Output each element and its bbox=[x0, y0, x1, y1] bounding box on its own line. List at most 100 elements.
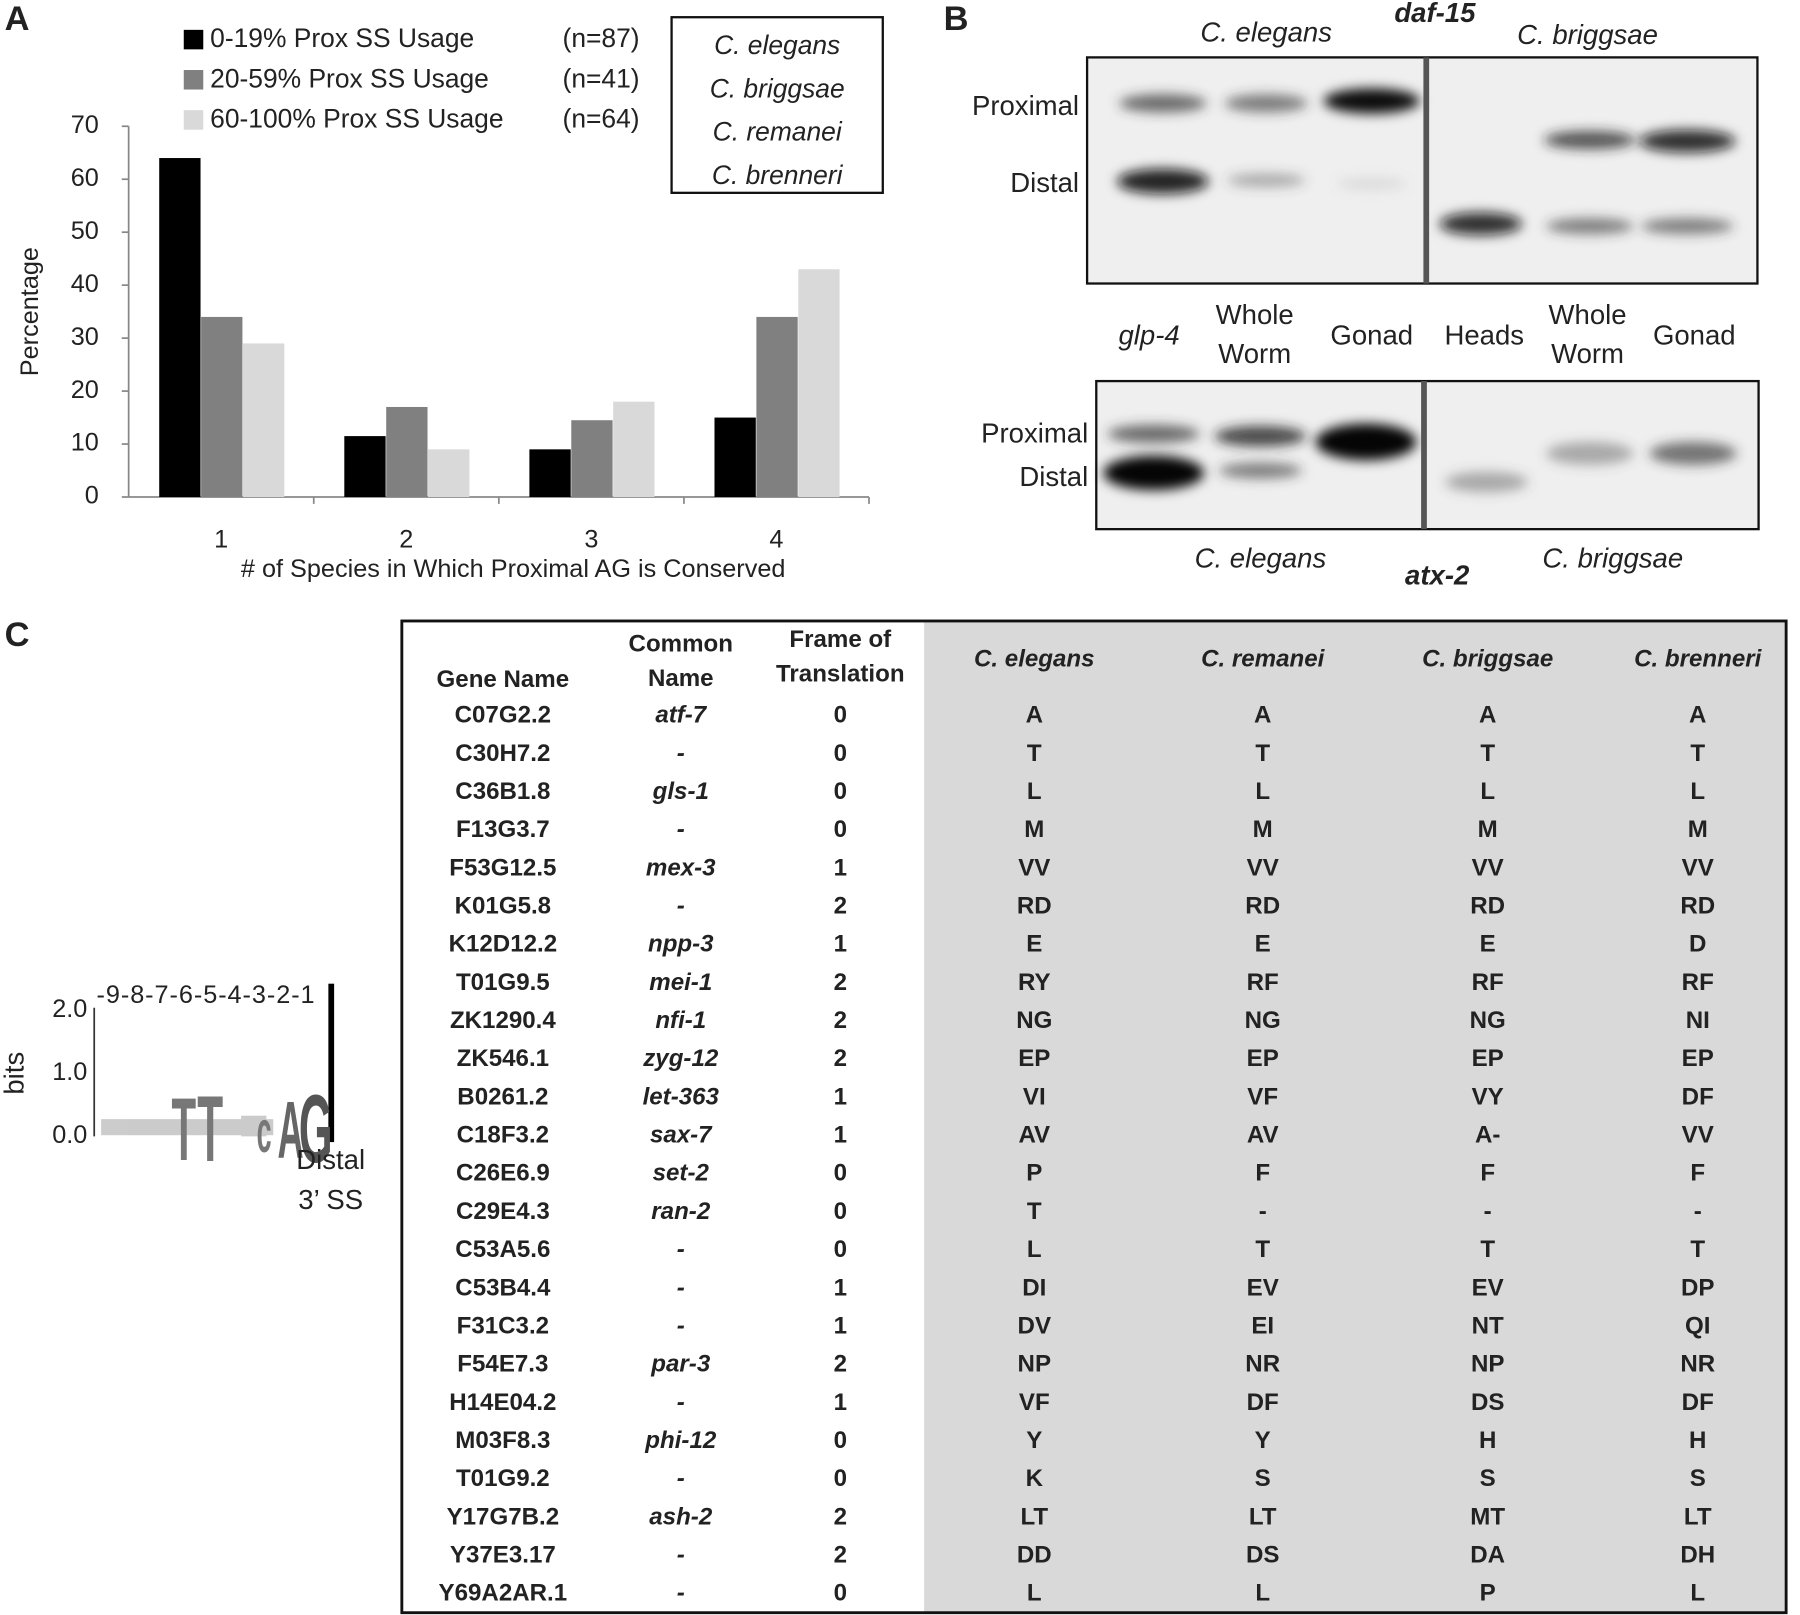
logo-y-label: bits bbox=[0, 1052, 29, 1095]
table-cell: M bbox=[1688, 816, 1708, 843]
bar bbox=[756, 316, 798, 498]
table-cell: AV bbox=[1018, 1122, 1050, 1149]
lane-label: Heads bbox=[1444, 320, 1524, 351]
table-cell: VI bbox=[1023, 1083, 1046, 1110]
table-cell: 1 bbox=[834, 1274, 847, 1301]
table-cell: NI bbox=[1686, 1007, 1710, 1034]
table-cell: npp-3 bbox=[648, 931, 714, 958]
table-cell: H14E04.2 bbox=[449, 1389, 556, 1416]
panel-label: C bbox=[5, 616, 30, 654]
y-tick-label: 50 bbox=[71, 217, 99, 245]
table-cell: zyg-12 bbox=[642, 1045, 719, 1072]
table-cell: DF bbox=[1682, 1083, 1714, 1110]
table-cell: RD bbox=[1680, 892, 1715, 919]
table-cell: S bbox=[1690, 1465, 1706, 1492]
table-cell: 0 bbox=[834, 702, 847, 729]
lane-label: glp-4 bbox=[1118, 320, 1179, 351]
table-cell: - bbox=[677, 892, 685, 919]
table-cell: NP bbox=[1471, 1351, 1504, 1378]
table-header: C. remanei bbox=[1201, 645, 1326, 672]
table-cell: EP bbox=[1472, 1045, 1504, 1072]
table-cell: NR bbox=[1680, 1351, 1715, 1378]
table-cell: NR bbox=[1245, 1351, 1280, 1378]
table-cell: K01G5.8 bbox=[455, 892, 551, 919]
table-cell: K12D12.2 bbox=[449, 931, 558, 958]
table-cell: DD bbox=[1017, 1541, 1052, 1568]
y-tick-label: 30 bbox=[71, 323, 99, 351]
table-cell: A- bbox=[1475, 1122, 1500, 1149]
table-header: Translation bbox=[776, 660, 905, 687]
table-cell: F54E7.3 bbox=[457, 1351, 548, 1378]
table-cell: VF bbox=[1019, 1389, 1050, 1416]
table-cell: C53A5.6 bbox=[455, 1236, 550, 1263]
bar bbox=[529, 449, 571, 498]
species-name: C. elegans bbox=[714, 30, 840, 60]
legend-swatch bbox=[183, 29, 204, 50]
site-label: 3’ SS bbox=[298, 1184, 363, 1215]
species-column-shade bbox=[924, 622, 1785, 1612]
table-cell: T bbox=[1027, 1198, 1042, 1225]
table-cell: NG bbox=[1470, 1007, 1506, 1034]
table-cell: B0261.2 bbox=[457, 1083, 548, 1110]
table-cell: DI bbox=[1022, 1274, 1046, 1301]
table-cell: T bbox=[1480, 740, 1495, 767]
table-cell: C29E4.3 bbox=[456, 1198, 550, 1225]
x-axis-label: # of Species in Which Proximal AG is Con… bbox=[241, 555, 786, 583]
table-cell: L bbox=[1255, 778, 1270, 805]
table-cell: 0 bbox=[834, 778, 847, 805]
x-tick-label: 3 bbox=[584, 525, 598, 553]
table-cell: M03F8.3 bbox=[455, 1427, 550, 1454]
table-cell: DF bbox=[1247, 1389, 1279, 1416]
legend-label: 20-59% Prox SS Usage bbox=[210, 63, 489, 93]
table-cell: ZK546.1 bbox=[457, 1045, 549, 1072]
table-cell: RY bbox=[1018, 969, 1051, 996]
species-box bbox=[670, 16, 884, 194]
bar bbox=[344, 436, 386, 498]
legend-label: 60-100% Prox SS Usage bbox=[210, 103, 503, 133]
band-label: Proximal bbox=[981, 417, 1088, 448]
species-name: C. briggsae bbox=[710, 73, 845, 103]
species-name: C. brenneri bbox=[712, 160, 844, 190]
y-tick-label: 40 bbox=[71, 270, 99, 298]
lane-label: Whole bbox=[1549, 299, 1627, 330]
table-cell: EV bbox=[1247, 1274, 1279, 1301]
table-cell: - bbox=[677, 1580, 685, 1607]
table-cell: VV bbox=[1472, 854, 1504, 881]
table-cell: Y37E3.17 bbox=[450, 1541, 556, 1568]
table-cell: - bbox=[677, 1465, 685, 1492]
bar bbox=[798, 269, 840, 498]
band-label: Proximal bbox=[972, 90, 1079, 121]
table-cell: A bbox=[1254, 702, 1271, 729]
table-cell: F bbox=[1480, 1160, 1495, 1187]
table-cell: 0 bbox=[834, 816, 847, 843]
table-header: Frame of bbox=[789, 626, 892, 653]
table-cell: - bbox=[677, 816, 685, 843]
table-cell: 0 bbox=[834, 1236, 847, 1263]
table-cell: VV bbox=[1682, 1122, 1714, 1149]
table-cell: VF bbox=[1247, 1083, 1278, 1110]
species-label: C. briggsae bbox=[1542, 542, 1683, 573]
table-cell: Y17G7B.2 bbox=[447, 1503, 560, 1530]
table-cell: DV bbox=[1018, 1312, 1051, 1339]
table-cell: M bbox=[1478, 816, 1498, 843]
table-cell: 2 bbox=[834, 1541, 847, 1568]
table-cell: 1 bbox=[834, 931, 847, 958]
table-cell: RD bbox=[1470, 892, 1505, 919]
table-cell: ran-2 bbox=[651, 1198, 711, 1225]
table-cell: NP bbox=[1018, 1351, 1051, 1378]
logo-positions: -9-8-7-6-5-4-3-2-1 bbox=[97, 981, 315, 1009]
logo-letter: A bbox=[277, 1087, 303, 1176]
logo-letter: T bbox=[197, 1077, 223, 1181]
lane-label: Worm bbox=[1551, 338, 1624, 369]
table-cell: M bbox=[1024, 816, 1044, 843]
table-cell: K bbox=[1026, 1465, 1044, 1492]
table-cell: P bbox=[1480, 1580, 1496, 1607]
table-cell: VV bbox=[1247, 854, 1279, 881]
legend-swatch bbox=[183, 70, 204, 90]
y-tick-label: 10 bbox=[71, 429, 99, 457]
table-cell: F13G3.7 bbox=[456, 816, 550, 843]
logo-tick-label: 1.0 bbox=[52, 1058, 87, 1086]
table-cell: sax-7 bbox=[650, 1122, 713, 1149]
y-tick-label: 20 bbox=[71, 376, 99, 404]
table-cell: ZK1290.4 bbox=[450, 1007, 556, 1034]
